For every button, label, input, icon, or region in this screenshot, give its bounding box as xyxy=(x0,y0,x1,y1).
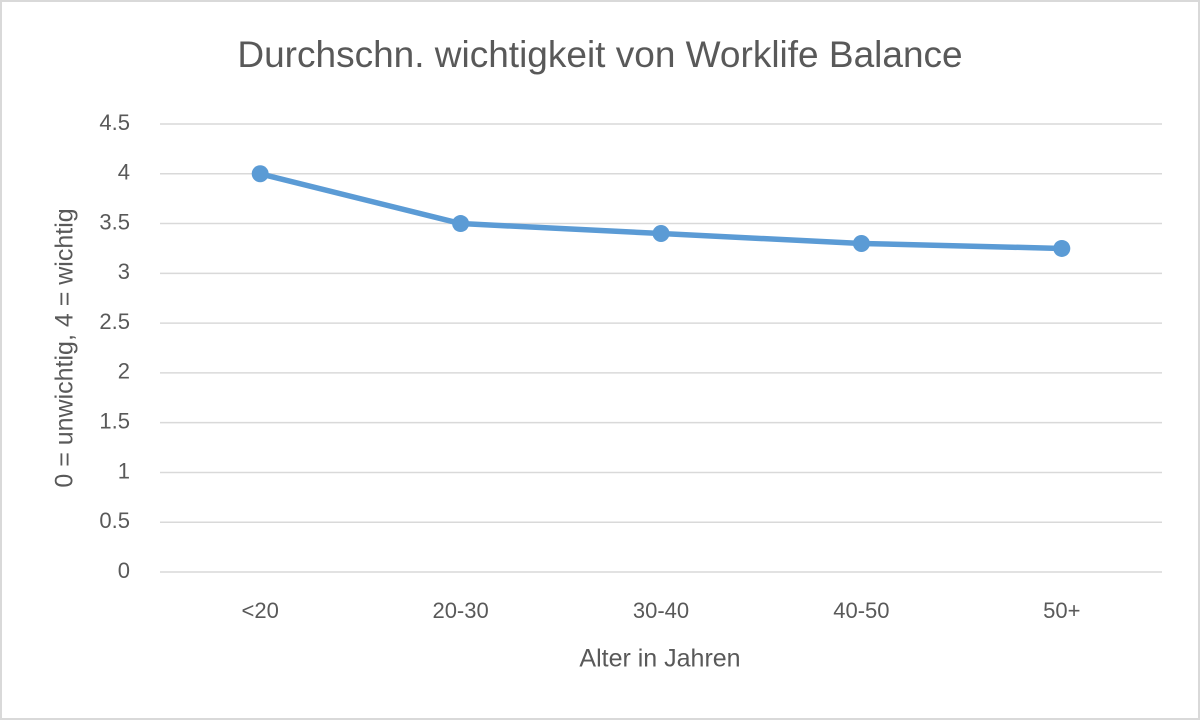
y-tick-label: 1 xyxy=(118,458,130,483)
y-axis-label: 0 = unwichtig, 4 = wichtig xyxy=(51,208,79,487)
y-tick-label: 4.5 xyxy=(99,110,130,135)
x-tick-label: 40-50 xyxy=(833,598,889,623)
data-point xyxy=(251,165,269,183)
data-point xyxy=(852,234,870,252)
x-tick-label: 30-40 xyxy=(633,598,689,623)
y-tick-label: 0.5 xyxy=(99,508,130,533)
y-tick-label: 4 xyxy=(118,160,130,185)
data-point xyxy=(1053,239,1071,257)
y-tick-label: 3.5 xyxy=(99,209,130,234)
x-tick-label: 20-30 xyxy=(432,598,488,623)
y-tick-label: 1.5 xyxy=(99,408,130,433)
y-tick-label: 0 xyxy=(118,558,130,583)
y-tick-label: 2 xyxy=(118,359,130,384)
data-point xyxy=(652,225,670,243)
data-point xyxy=(452,215,470,233)
x-tick-label: 50+ xyxy=(1043,598,1080,623)
x-axis-label: Alter in Jahren xyxy=(579,645,740,673)
chart-title: Durchschn. wichtigkeit von Worklife Bala… xyxy=(237,34,962,75)
x-tick-label: <20 xyxy=(242,598,279,623)
y-tick-label: 3 xyxy=(118,259,130,284)
y-tick-label: 2.5 xyxy=(99,309,130,334)
